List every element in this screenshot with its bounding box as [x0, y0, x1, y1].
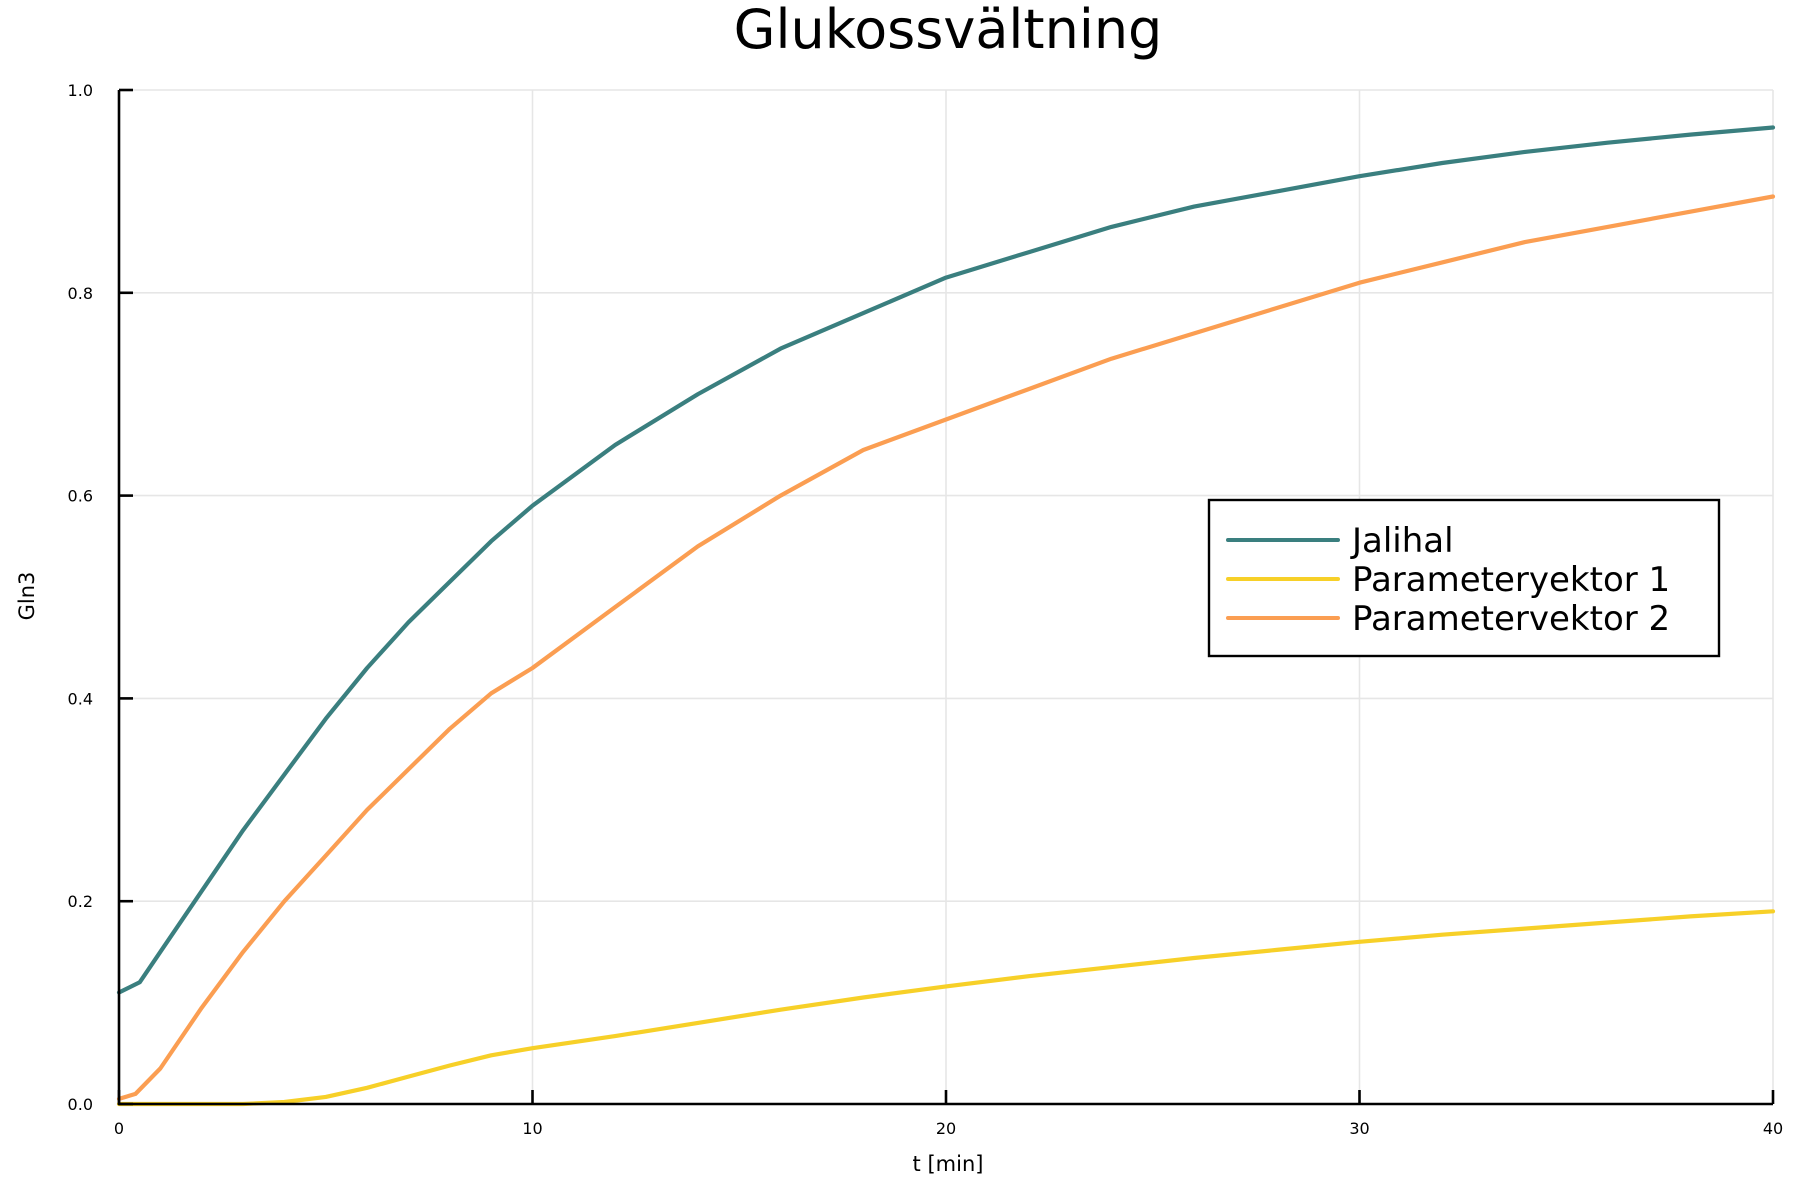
y-tick-label: 0.0 — [68, 1095, 93, 1114]
series-line — [116, 909, 1776, 1107]
series-line — [116, 125, 1776, 995]
grid — [119, 89, 1774, 1104]
y-tick-label: 0.4 — [68, 689, 93, 708]
x-tick-label: 0 — [114, 1119, 124, 1138]
chart-title: Glukossvältning — [734, 0, 1163, 61]
x-tick-label: 10 — [522, 1119, 542, 1138]
series-layer — [116, 125, 1776, 1107]
x-axis-label: t [min] — [913, 1152, 984, 1176]
legend-label: Parametervektor 2 — [1352, 599, 1670, 639]
legend-label: Jalihal — [1350, 521, 1454, 561]
x-tick-label: 20 — [936, 1119, 956, 1138]
y-tick-label: 1.0 — [68, 81, 93, 100]
y-tick-label: 0.6 — [68, 487, 93, 506]
tick-layer: 0 10 20 30 40 0.0 0.2 0.4 0.6 0.8 1.0 — [68, 81, 1784, 1138]
y-tick-label: 0.8 — [68, 284, 93, 303]
legend-label: Parameteryektor 1 — [1352, 560, 1670, 600]
x-tick-label: 40 — [1763, 1119, 1783, 1138]
y-axis-label: Gln3 — [15, 572, 39, 621]
series-line — [116, 194, 1776, 1101]
y-tick-label: 0.2 — [68, 892, 93, 911]
x-tick-label: 30 — [1349, 1119, 1369, 1138]
